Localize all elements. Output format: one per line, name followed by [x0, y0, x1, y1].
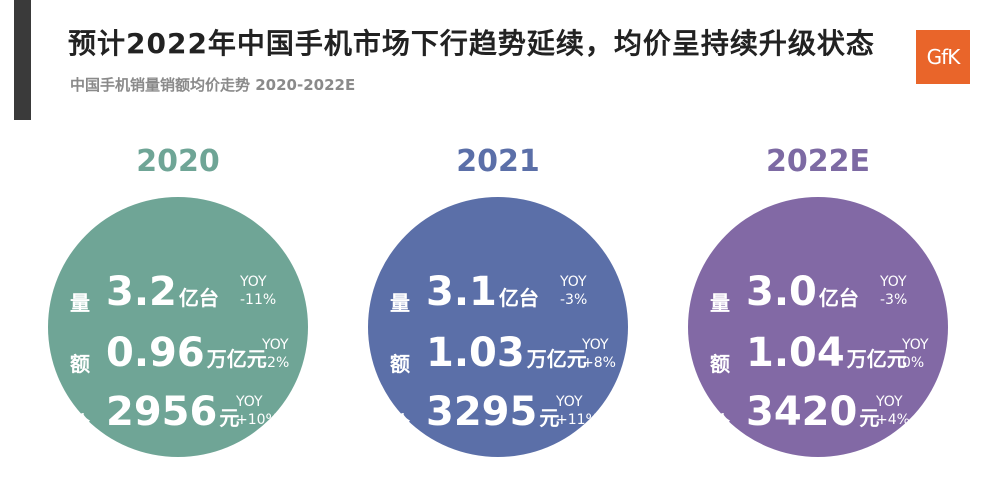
price-row: 价 3295 元 YOY +11%	[368, 389, 628, 439]
volume-row: 量 3.1 亿台 YOY -3%	[368, 269, 628, 319]
value-yoy: YOY 0%	[902, 337, 929, 371]
volume-yoy: YOY -11%	[240, 274, 277, 308]
price-row: 价 3420 元 YOY +4%	[688, 389, 948, 439]
price-yoy: YOY +10%	[236, 394, 279, 428]
year-label-2022e: 2022E	[766, 144, 870, 179]
stat-circle-2021: 量 3.1 亿台 YOY -3% 额 1.03 万亿元 YOY +8% 价 3295 元 …	[368, 197, 628, 457]
year-label-2021: 2021	[456, 144, 540, 179]
value-label: 额	[390, 352, 410, 376]
volume-value: 3.2 亿台	[106, 269, 219, 315]
volume-row: 量 3.2 亿台 YOY -11%	[48, 269, 308, 319]
value-row: 额 1.03 万亿元 YOY +8%	[368, 330, 628, 380]
price-label: 价	[710, 411, 730, 435]
page-subtitle: 中国手机销量销额均价走势 2020-2022E	[70, 76, 356, 94]
value-yoy: YOY -2%	[262, 337, 290, 371]
value-value: 0.96 万亿元	[106, 330, 267, 376]
stat-circle-2020: 量 3.2 亿台 YOY -11% 额 0.96 万亿元 YOY -2% 价 2956 元…	[48, 197, 308, 457]
value-row: 额 1.04 万亿元 YOY 0%	[688, 330, 948, 380]
volume-row: 量 3.0 亿台 YOY -3%	[688, 269, 948, 319]
price-value: 3420 元	[746, 389, 880, 435]
value-value: 1.03 万亿元	[426, 330, 587, 376]
price-value: 2956 元	[106, 389, 240, 435]
price-row: 价 2956 元 YOY +10%	[48, 389, 308, 439]
price-label: 价	[70, 411, 90, 435]
value-row: 额 0.96 万亿元 YOY -2%	[48, 330, 308, 380]
price-yoy: YOY +11%	[556, 394, 599, 428]
price-value: 3295 元	[426, 389, 560, 435]
year-label-2020: 2020	[136, 144, 220, 179]
accent-bar	[14, 0, 31, 120]
value-label: 额	[710, 352, 730, 376]
volume-value: 3.1 亿台	[426, 269, 539, 315]
gfk-logo: GfK	[916, 30, 970, 84]
volume-label: 量	[70, 291, 90, 315]
volume-label: 量	[390, 291, 410, 315]
volume-yoy: YOY -3%	[880, 274, 908, 308]
price-yoy: YOY +4%	[876, 394, 910, 428]
value-yoy: YOY +8%	[582, 337, 616, 371]
volume-yoy: YOY -3%	[560, 274, 588, 308]
volume-label: 量	[710, 291, 730, 315]
page-title: 预计2022年中国手机市场下行趋势延续，均价呈持续升级状态	[68, 27, 875, 60]
volume-value: 3.0 亿台	[746, 269, 859, 315]
value-label: 额	[70, 352, 90, 376]
value-value: 1.04 万亿元	[746, 330, 907, 376]
stat-circle-2022e: 量 3.0 亿台 YOY -3% 额 1.04 万亿元 YOY 0% 价 3420 元 Y…	[688, 197, 948, 457]
price-label: 价	[390, 411, 410, 435]
